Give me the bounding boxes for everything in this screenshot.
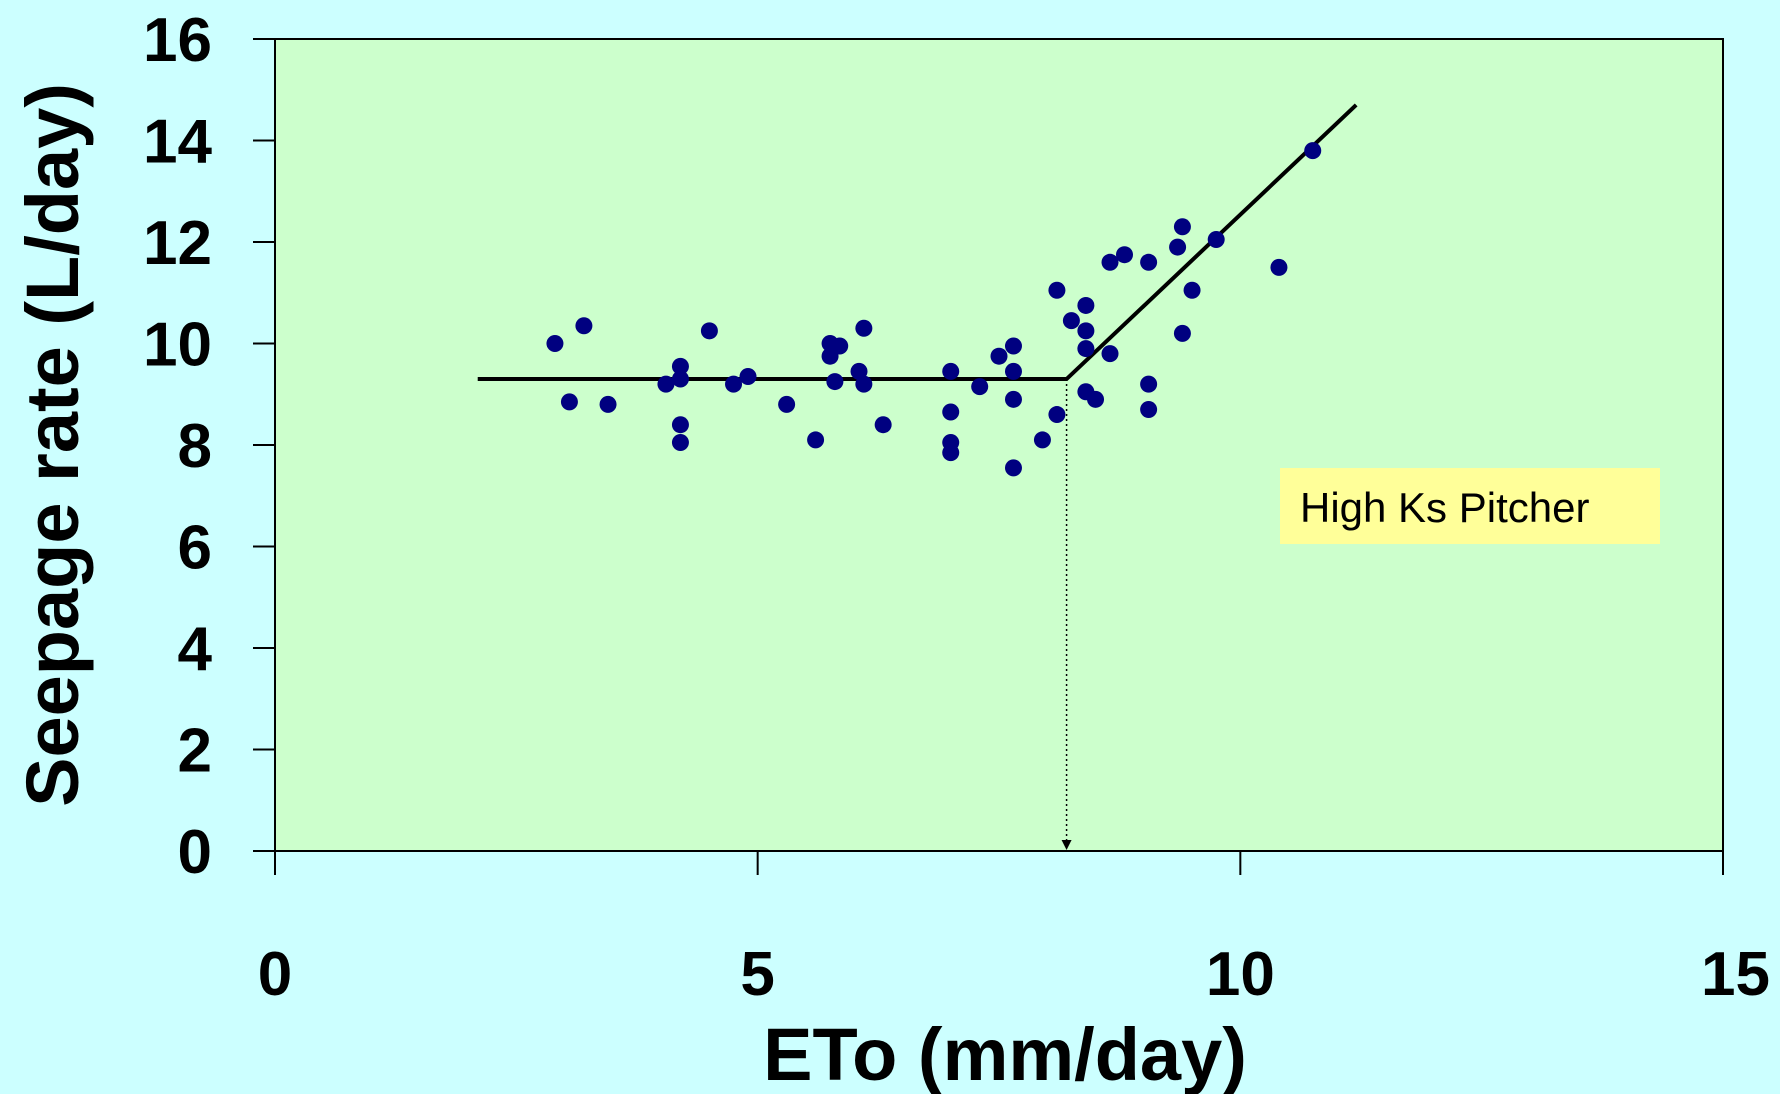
data-point bbox=[990, 347, 1008, 365]
data-point bbox=[657, 375, 675, 393]
data-point bbox=[1140, 375, 1158, 393]
data-point bbox=[1207, 230, 1225, 248]
data-point bbox=[1304, 142, 1322, 160]
data-point bbox=[671, 357, 689, 375]
data-point bbox=[874, 416, 892, 434]
data-point bbox=[942, 403, 960, 421]
data-point bbox=[778, 395, 796, 413]
data-point bbox=[807, 431, 825, 449]
data-point bbox=[671, 370, 689, 388]
data-point bbox=[1062, 312, 1080, 330]
axes bbox=[253, 38, 1724, 875]
data-point bbox=[1270, 258, 1288, 276]
data-point bbox=[1004, 337, 1022, 355]
data-point bbox=[1077, 322, 1095, 340]
x-axis-title: ETo (mm/day) bbox=[763, 1013, 1247, 1094]
data-point bbox=[671, 433, 689, 451]
annotation-box: High Ks Pitcher bbox=[1280, 468, 1660, 544]
data-point bbox=[942, 362, 960, 380]
y-tick-label: 2 bbox=[178, 717, 212, 786]
annotation-label: High Ks Pitcher bbox=[1300, 484, 1589, 531]
data-point bbox=[1183, 281, 1201, 299]
y-tick-label: 4 bbox=[178, 615, 213, 684]
data-point bbox=[1173, 324, 1191, 342]
plot-area bbox=[274, 38, 1724, 852]
x-tick-label: 10 bbox=[1206, 940, 1275, 1009]
data-point bbox=[1169, 238, 1187, 256]
x-tick-label: 15 bbox=[1701, 940, 1770, 1009]
data-point bbox=[971, 378, 989, 396]
data-point bbox=[1033, 431, 1051, 449]
data-point bbox=[1077, 296, 1095, 314]
data-point bbox=[942, 444, 960, 462]
data-point bbox=[1115, 246, 1133, 264]
y-tick-label: 14 bbox=[143, 108, 212, 177]
data-point bbox=[1004, 362, 1022, 380]
annotation-background bbox=[1280, 468, 1660, 544]
data-point bbox=[855, 319, 873, 337]
data-point bbox=[739, 367, 757, 385]
y-tick-label: 8 bbox=[178, 412, 212, 481]
y-axis-title: Seepage rate (L/day) bbox=[11, 83, 94, 807]
data-point bbox=[725, 375, 743, 393]
y-tick-label: 12 bbox=[143, 209, 212, 278]
data-point bbox=[1101, 253, 1119, 271]
data-point bbox=[1048, 406, 1066, 424]
x-tick-label: 5 bbox=[740, 940, 774, 1009]
data-point bbox=[1140, 400, 1158, 418]
data-point bbox=[1048, 281, 1066, 299]
data-point bbox=[855, 375, 873, 393]
data-point bbox=[546, 335, 564, 352]
data-point bbox=[1087, 390, 1105, 408]
data-point bbox=[1004, 390, 1022, 408]
y-tick-label: 16 bbox=[143, 6, 212, 75]
data-point bbox=[575, 317, 593, 335]
data-point bbox=[671, 416, 689, 434]
data-point bbox=[1077, 340, 1095, 358]
x-tick-label: 0 bbox=[258, 940, 292, 1009]
data-point bbox=[826, 373, 844, 391]
y-tick-label: 10 bbox=[143, 311, 212, 380]
data-point bbox=[1004, 459, 1022, 477]
data-point bbox=[1140, 253, 1158, 271]
data-point bbox=[1173, 218, 1191, 236]
y-tick-label: 0 bbox=[178, 818, 212, 887]
y-tick-label: 6 bbox=[178, 514, 212, 583]
data-point bbox=[700, 322, 718, 340]
data-points bbox=[546, 142, 1322, 477]
data-point bbox=[1101, 345, 1119, 363]
data-point bbox=[831, 337, 849, 355]
data-point bbox=[599, 395, 617, 413]
data-point bbox=[560, 393, 578, 411]
x-tick-labels: 0 5 10 15 bbox=[258, 940, 1770, 1009]
y-tick-labels: 0 2 4 6 8 10 12 14 16 bbox=[143, 6, 212, 887]
